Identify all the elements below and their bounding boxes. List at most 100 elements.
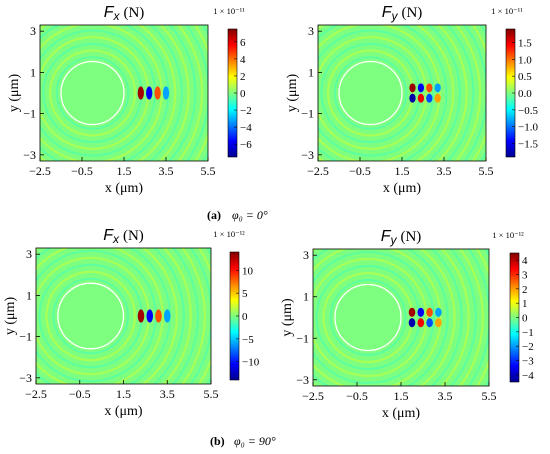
force-lobe xyxy=(435,307,442,317)
colorbar-tick-label: 10 xyxy=(242,265,254,277)
fringe-arc xyxy=(172,248,199,384)
fringe-arc xyxy=(455,25,482,161)
y-axis-label: y (μm) xyxy=(3,297,18,336)
force-lobe xyxy=(417,93,425,103)
fringe-arc xyxy=(313,249,442,386)
force-lobe xyxy=(137,309,145,323)
x-tick-label: 3.5 xyxy=(438,389,453,403)
fringe-arc xyxy=(315,264,421,371)
interference-fringes xyxy=(36,248,211,384)
force-lobe xyxy=(434,83,441,93)
fringe-arc xyxy=(318,25,455,161)
y-tick-label: −1 xyxy=(301,107,314,121)
panel-title: Fy (N) xyxy=(381,228,422,247)
x-tick-label: −0.5 xyxy=(346,389,368,403)
x-axis-label: x (μm) xyxy=(104,404,143,419)
y-tick-label: −3 xyxy=(19,371,32,385)
colorbar-tick-label: −2 xyxy=(240,105,252,117)
force-lobe xyxy=(426,307,433,317)
force-lobe xyxy=(434,93,441,103)
colorbar-tick-label: 1.5 xyxy=(518,37,532,49)
colorbar-tick-label: −3 xyxy=(522,356,534,368)
fringe-arc xyxy=(313,250,435,385)
panel-title: Fx (N) xyxy=(104,4,145,23)
force-lobe xyxy=(435,318,442,328)
force-lobe xyxy=(409,83,416,93)
force-lobe xyxy=(417,83,425,93)
y-tick-label: 3 xyxy=(30,24,36,38)
force-lobe xyxy=(146,309,154,323)
fringe-arc xyxy=(318,25,448,161)
fringe-arc xyxy=(322,271,414,364)
x-tick-label: −2.5 xyxy=(25,387,47,401)
force-lobe xyxy=(163,309,171,323)
x-axis-label: x (μm) xyxy=(105,181,144,196)
colorbar-tick-label: −4 xyxy=(522,370,534,382)
interference-fringes xyxy=(40,25,208,161)
y-tick-label: 1 xyxy=(30,65,36,79)
y-tick-label: −3 xyxy=(296,373,309,387)
colorbar-tick-label: 0 xyxy=(522,313,528,325)
force-lobe xyxy=(162,86,170,100)
fringe-arc xyxy=(177,25,204,161)
fringe-arc xyxy=(426,25,462,161)
colorbar-tick-label: −1.5 xyxy=(518,139,538,151)
fringe-arc xyxy=(430,249,463,386)
y-tick-label: 1 xyxy=(26,288,32,302)
interference-fringes xyxy=(313,249,489,386)
y-tick-label: 3 xyxy=(308,24,314,38)
row-label-b-text: φ₀ = 90° xyxy=(234,434,276,448)
colorbar-tick-label: 1 xyxy=(522,298,528,310)
x-tick-label: −0.5 xyxy=(349,164,371,178)
fringe-arc xyxy=(436,25,468,161)
force-lobe xyxy=(426,83,433,93)
fringe-arc xyxy=(449,249,477,386)
x-tick-label: 3.5 xyxy=(160,387,175,401)
interference-fringes xyxy=(318,25,486,161)
fringe-arc xyxy=(36,248,178,384)
colorbar-tick-label: 0.5 xyxy=(518,71,532,83)
fringe-arc xyxy=(458,249,484,386)
fringe-arc xyxy=(45,270,136,362)
colorbar-scale-label: 1 × 10⁻¹¹ xyxy=(213,6,245,16)
sphere-outline xyxy=(338,60,403,126)
fringe-arc xyxy=(40,25,163,161)
x-tick-label: 3.5 xyxy=(437,164,452,178)
x-tick-label: −2.5 xyxy=(307,164,329,178)
y-axis-label: y (μm) xyxy=(7,74,22,113)
fringe-arc xyxy=(333,56,408,130)
force-lobe xyxy=(409,93,416,103)
colorbar-tick-label: 4 xyxy=(522,255,528,267)
fringe-arc xyxy=(329,279,407,357)
fringe-arc xyxy=(52,277,129,355)
colorbar-tick-label: 1.0 xyxy=(518,54,532,66)
fringe-arc xyxy=(313,249,456,386)
colorbar-tick-label: 2 xyxy=(240,71,246,83)
panel-a-left: −2.5 −0.5 1.5 3.5 5.5 3 1 −1 −3 x (μm) y (μm) Fx (N)… xyxy=(7,4,252,196)
x-tick-label: 1.5 xyxy=(116,387,131,401)
colorbar-tick-label: −5 xyxy=(242,334,254,346)
force-lobe xyxy=(146,86,153,100)
panel-title: Fx (N) xyxy=(103,227,144,246)
y-tick-label: −1 xyxy=(19,330,32,344)
fringe-arc xyxy=(320,42,421,144)
y-tick-label: 1 xyxy=(308,65,314,79)
fringe-arc xyxy=(162,248,192,384)
panel-title: Fy (N) xyxy=(382,4,423,23)
x-axis-label: x (μm) xyxy=(382,406,421,421)
panel-a-right: −2.5 −0.5 1.5 3.5 5.5 3 1 −1 −3 x (μm) y (μm) Fy (N)… xyxy=(285,4,538,196)
y-axis-label: y (μm) xyxy=(285,74,300,113)
fringe-arc xyxy=(168,25,197,161)
force-lobe xyxy=(137,86,144,100)
panel-b-right: −2.5 −0.5 1.5 3.5 5.5 3 1 −1 −3 x (μm) y (μm) Fy (N)… xyxy=(280,228,534,421)
colorbar-tick-label: −2 xyxy=(522,341,534,353)
force-lobe xyxy=(426,93,433,103)
force-lobe xyxy=(417,318,425,328)
colorbar-tick-label: 5 xyxy=(242,288,248,300)
fringe-arc xyxy=(36,248,164,384)
colorbar-tick-label: −1 xyxy=(522,327,534,339)
colorbar-tick-label: 0 xyxy=(242,311,248,323)
y-tick-label: −1 xyxy=(296,331,309,345)
x-tick-label: 5.5 xyxy=(201,164,216,178)
sphere-outline xyxy=(334,283,402,352)
